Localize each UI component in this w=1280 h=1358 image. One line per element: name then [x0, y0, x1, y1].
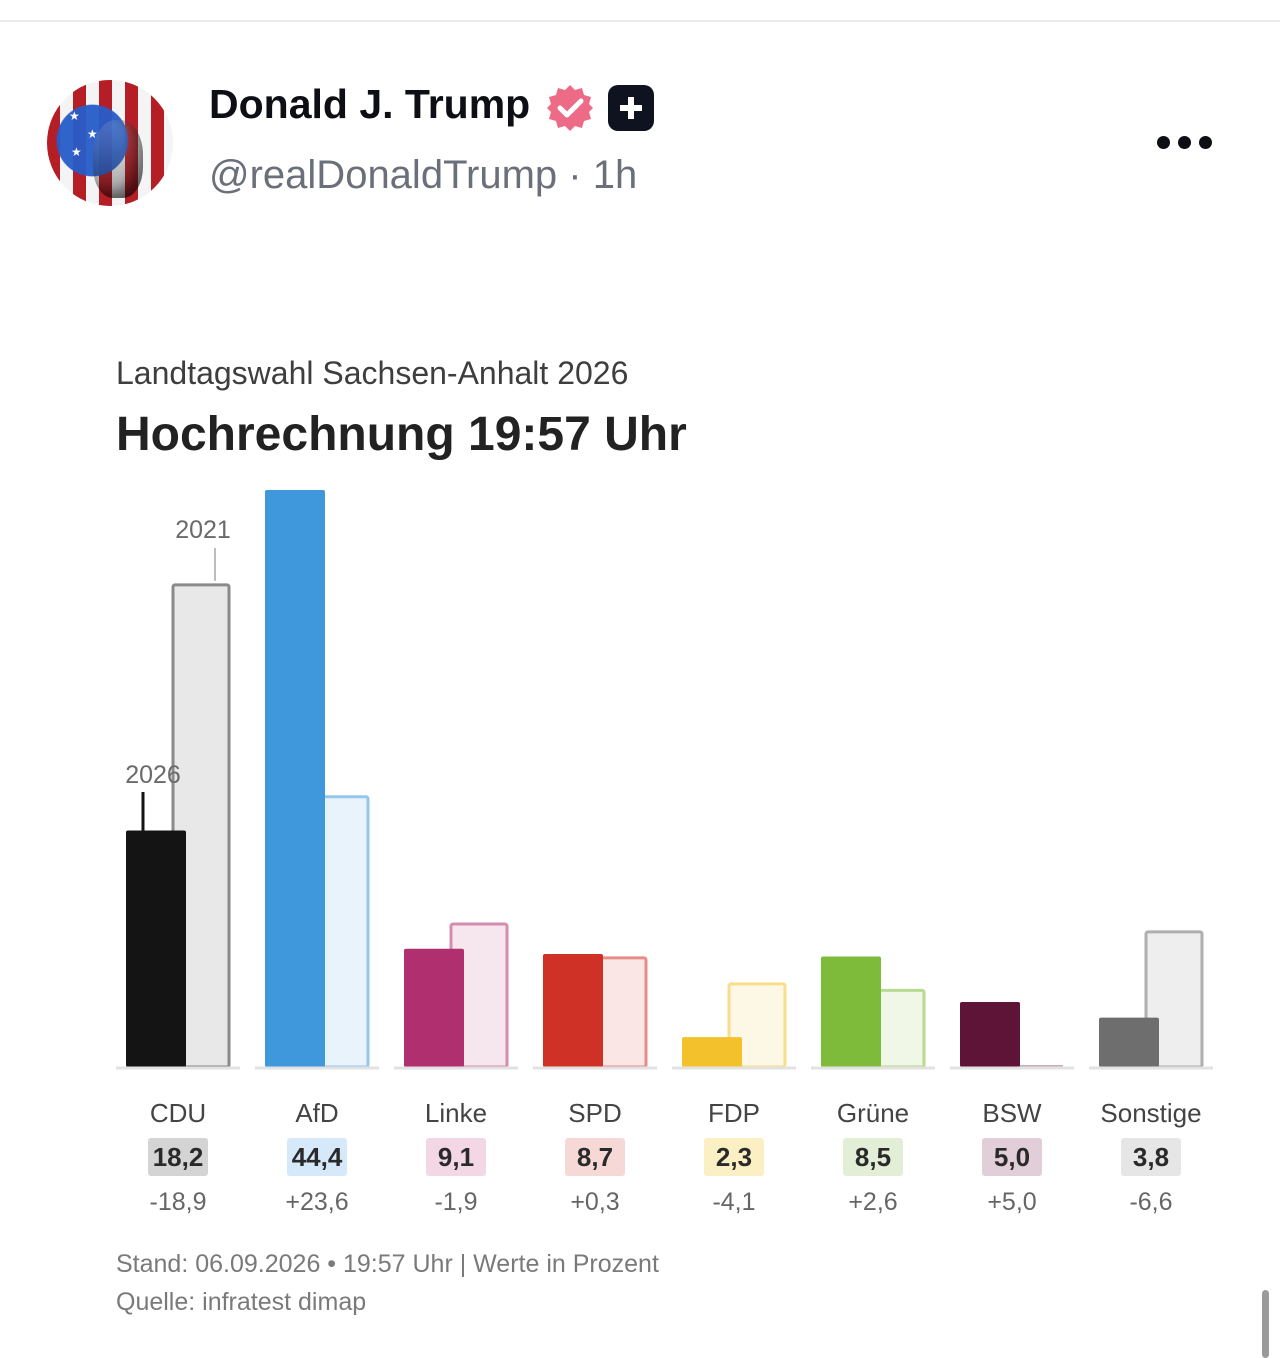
avatar-star-icon: ★: [69, 109, 80, 123]
user-avatar[interactable]: ★ ★ ★: [47, 80, 173, 206]
value-badge: [982, 1138, 1042, 1176]
bar-2026-cdu: [126, 830, 186, 1067]
chart-title: Hochrechnung 19:57 Uhr: [116, 408, 687, 461]
bar-2026-linke: [404, 948, 464, 1067]
change-label: +0,3: [570, 1188, 619, 1216]
value-badge: [843, 1138, 903, 1176]
election-bar-chart: CDU 18,2 -18,9 AfD 44,4 +23,6 Linke 9,1 -1,9 SPD 8…: [116, 490, 1213, 1216]
value-badge: [1121, 1138, 1181, 1176]
author-handle-line: @realDonaldTrump · 1h: [209, 153, 637, 198]
change-label: -6,6: [1129, 1188, 1172, 1216]
category-label: Grüne: [837, 1098, 909, 1128]
category-label: BSW: [982, 1098, 1042, 1128]
value-label: 9,1: [438, 1142, 474, 1172]
chart-footer-source: Quelle: infratest dimap: [116, 1288, 367, 1316]
handle-separator: ·: [568, 153, 582, 197]
verified-check-badge-icon: [547, 85, 593, 131]
change-label: -1,9: [434, 1188, 477, 1216]
post-time[interactable]: 1h: [592, 153, 638, 197]
change-label: +5,0: [987, 1188, 1036, 1216]
legend-label-2021: 2021: [175, 516, 231, 544]
bar-2026-bsw: [960, 1002, 1020, 1067]
value-label: 2,3: [716, 1142, 752, 1172]
chart-footer-stand: Stand: 06.09.2026 • 19:57 Uhr | Werte in…: [116, 1250, 659, 1278]
bar-2026-grüne: [821, 956, 881, 1067]
avatar-face: [93, 120, 143, 198]
chart-subtitle: Landtagswahl Sachsen-Anhalt 2026: [116, 355, 629, 391]
scrollbar[interactable]: [1262, 1290, 1269, 1358]
value-label: 18,2: [153, 1142, 204, 1172]
avatar-star-icon: ★: [87, 127, 98, 141]
change-label: -18,9: [150, 1188, 207, 1216]
bar-2026-afd: [265, 490, 325, 1067]
value-label: 8,7: [577, 1142, 613, 1172]
value-badge: [426, 1138, 486, 1176]
more-options-icon[interactable]: [1154, 131, 1216, 155]
value-label: 8,5: [855, 1142, 891, 1172]
value-label: 44,4: [292, 1142, 343, 1172]
value-badge: [148, 1138, 208, 1176]
category-label: Linke: [425, 1098, 487, 1128]
value-label: 5,0: [994, 1142, 1030, 1172]
top-divider: [0, 20, 1280, 22]
change-label: +23,6: [285, 1188, 348, 1216]
value-badge: [704, 1138, 764, 1176]
bar-2026-spd: [543, 953, 603, 1067]
bar-2026-fdp: [682, 1037, 742, 1067]
category-label: AfD: [295, 1098, 338, 1128]
category-label: SPD: [568, 1098, 621, 1128]
value-badge: [287, 1138, 347, 1176]
value-badge: [565, 1138, 625, 1176]
author-name[interactable]: Donald J. Trump: [209, 81, 531, 127]
legend-label-2026: 2026: [125, 761, 181, 789]
author-handle[interactable]: @realDonaldTrump: [209, 153, 558, 197]
category-label: CDU: [150, 1098, 206, 1128]
category-label: FDP: [708, 1098, 760, 1128]
category-label: Sonstige: [1100, 1098, 1201, 1128]
change-label: +2,6: [848, 1188, 897, 1216]
change-label: -4,1: [712, 1188, 755, 1216]
value-label: 3,8: [1133, 1142, 1169, 1172]
bar-2026-sonstige: [1099, 1017, 1159, 1067]
avatar-star-icon: ★: [71, 145, 82, 159]
plus-badge-icon: [608, 85, 654, 131]
